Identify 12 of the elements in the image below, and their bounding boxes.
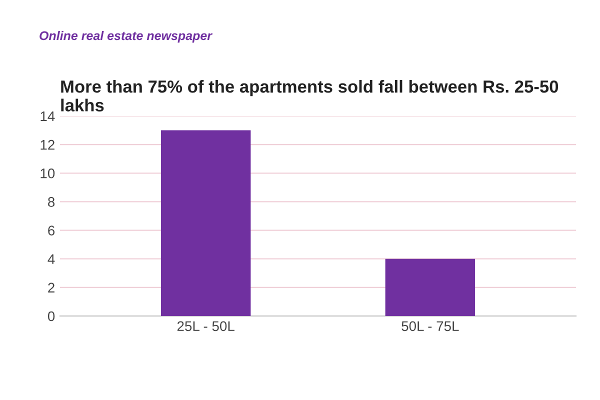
y-tick-label: 8 bbox=[48, 197, 55, 207]
y-tick-label: 2 bbox=[48, 282, 54, 292]
y-tick-label: 10 bbox=[40, 168, 55, 178]
y-tick-label: 6 bbox=[48, 226, 55, 236]
chart-title: More than 75% of the apartments sold fall between Rs. 25-50 lakhs bbox=[61, 80, 558, 112]
y-tick-label: 14 bbox=[40, 111, 55, 122]
y-tick-label: 12 bbox=[40, 140, 54, 150]
text: Online real estate newspaper bbox=[40, 30, 213, 43]
x-tick-label: 50L - 75L bbox=[402, 321, 459, 332]
y-tick-label: 4 bbox=[48, 254, 55, 264]
y-tick-label: 0 bbox=[48, 311, 55, 322]
x-tick-label: 25L - 50L bbox=[177, 321, 234, 332]
